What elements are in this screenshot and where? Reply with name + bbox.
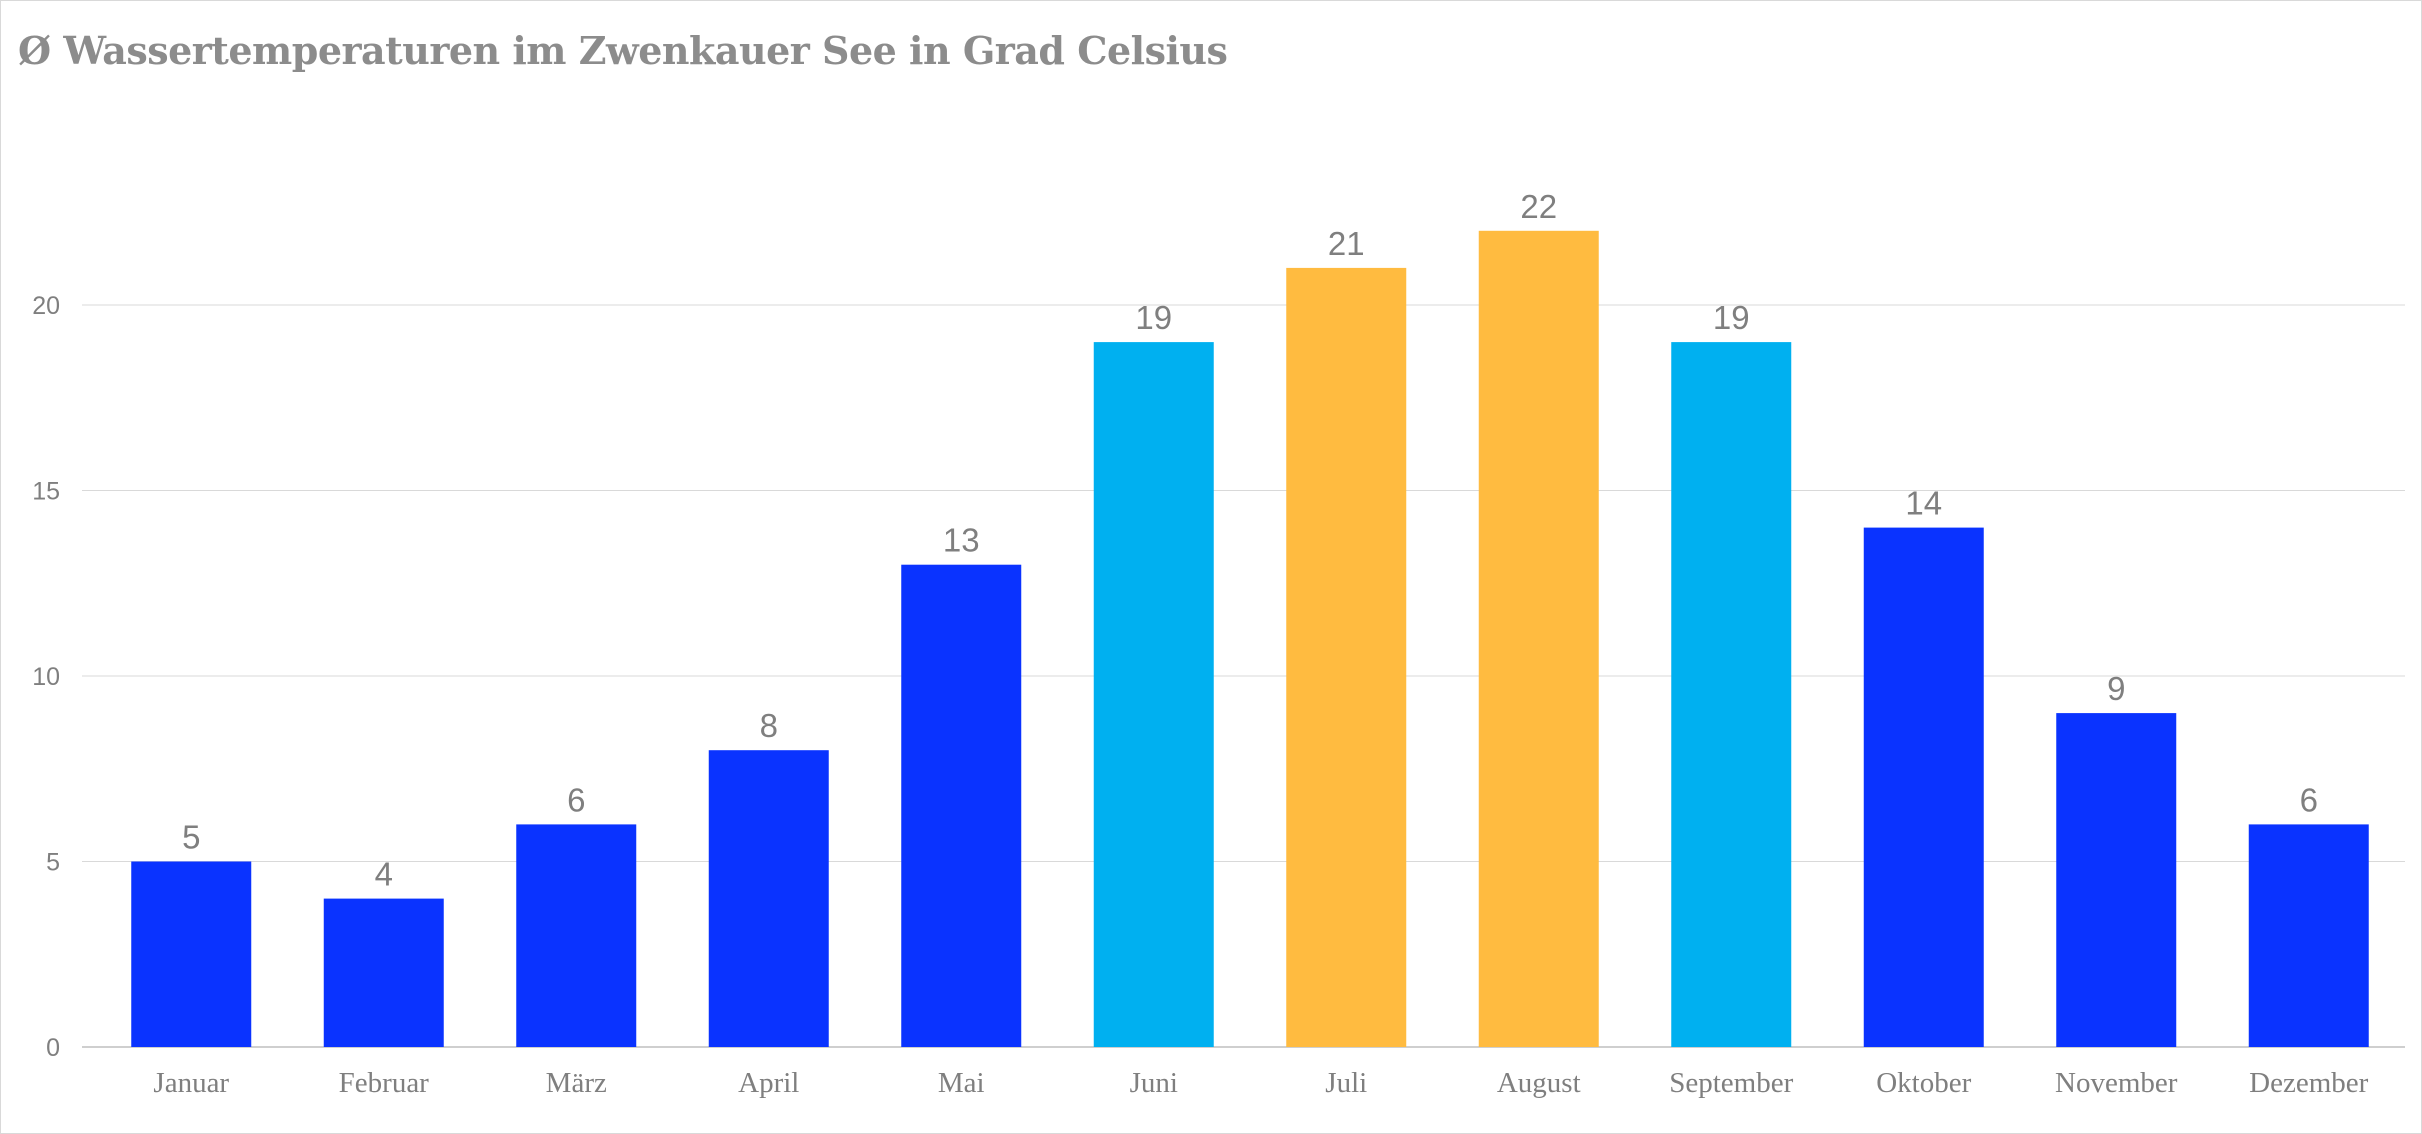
x-tick-label: Februar (339, 1067, 430, 1099)
x-tick-label: April (738, 1067, 799, 1099)
y-tick-label: 0 (46, 1034, 60, 1062)
x-tick-label: September (1669, 1067, 1793, 1099)
bar-august (1478, 230, 1599, 1048)
bar-september (1671, 342, 1792, 1048)
x-tick-label: Mai (938, 1067, 985, 1099)
x-tick-label: Januar (153, 1067, 229, 1099)
y-axis-ticks: 0 5 10 15 20 (32, 292, 60, 1062)
x-tick-label: März (546, 1067, 607, 1099)
data-label: 19 (1135, 299, 1172, 336)
data-label: 4 (375, 856, 393, 893)
bar-juni (1093, 342, 1214, 1048)
data-label: 13 (943, 522, 980, 559)
x-axis-labels: Januar Februar März April Mai Juni Juli August S… (153, 1067, 2368, 1099)
data-label: 19 (1713, 299, 1750, 336)
data-label: 5 (182, 819, 200, 856)
chart-title: Ø Wassertemperaturen im Zwenkauer See in… (18, 28, 1228, 73)
y-tick-label: 10 (32, 663, 60, 691)
data-label: 14 (1905, 485, 1942, 522)
bar-april (708, 750, 829, 1047)
data-label: 8 (760, 707, 778, 744)
x-tick-label: Juni (1130, 1067, 1178, 1099)
data-label: 6 (2300, 781, 2318, 818)
gridlines (82, 304, 2405, 1048)
bar-januar (131, 861, 252, 1047)
data-label: 9 (2107, 670, 2125, 707)
data-label: 6 (567, 781, 585, 818)
bar-mai (901, 564, 1022, 1047)
bar-februar (323, 898, 444, 1047)
y-tick-label: 5 (46, 849, 60, 877)
bar-dezember (2248, 824, 2369, 1047)
x-tick-label: Dezember (2249, 1067, 2368, 1099)
bar-juli (1286, 267, 1407, 1047)
bar-mrz (516, 824, 637, 1047)
y-tick-label: 20 (32, 292, 60, 320)
bar-oktober (1863, 527, 1984, 1047)
y-tick-label: 15 (32, 478, 60, 506)
x-tick-label: Juli (1325, 1067, 1367, 1099)
data-label: 22 (1520, 188, 1557, 225)
bars (131, 230, 2369, 1048)
x-tick-label: November (2055, 1067, 2178, 1099)
x-tick-label: Oktober (1876, 1067, 1971, 1099)
bar-november (2056, 713, 2177, 1047)
x-tick-label: August (1497, 1067, 1581, 1099)
data-label: 21 (1328, 225, 1365, 262)
data-labels: 5 4 6 8 13 19 21 22 19 14 9 6 (182, 188, 2318, 893)
